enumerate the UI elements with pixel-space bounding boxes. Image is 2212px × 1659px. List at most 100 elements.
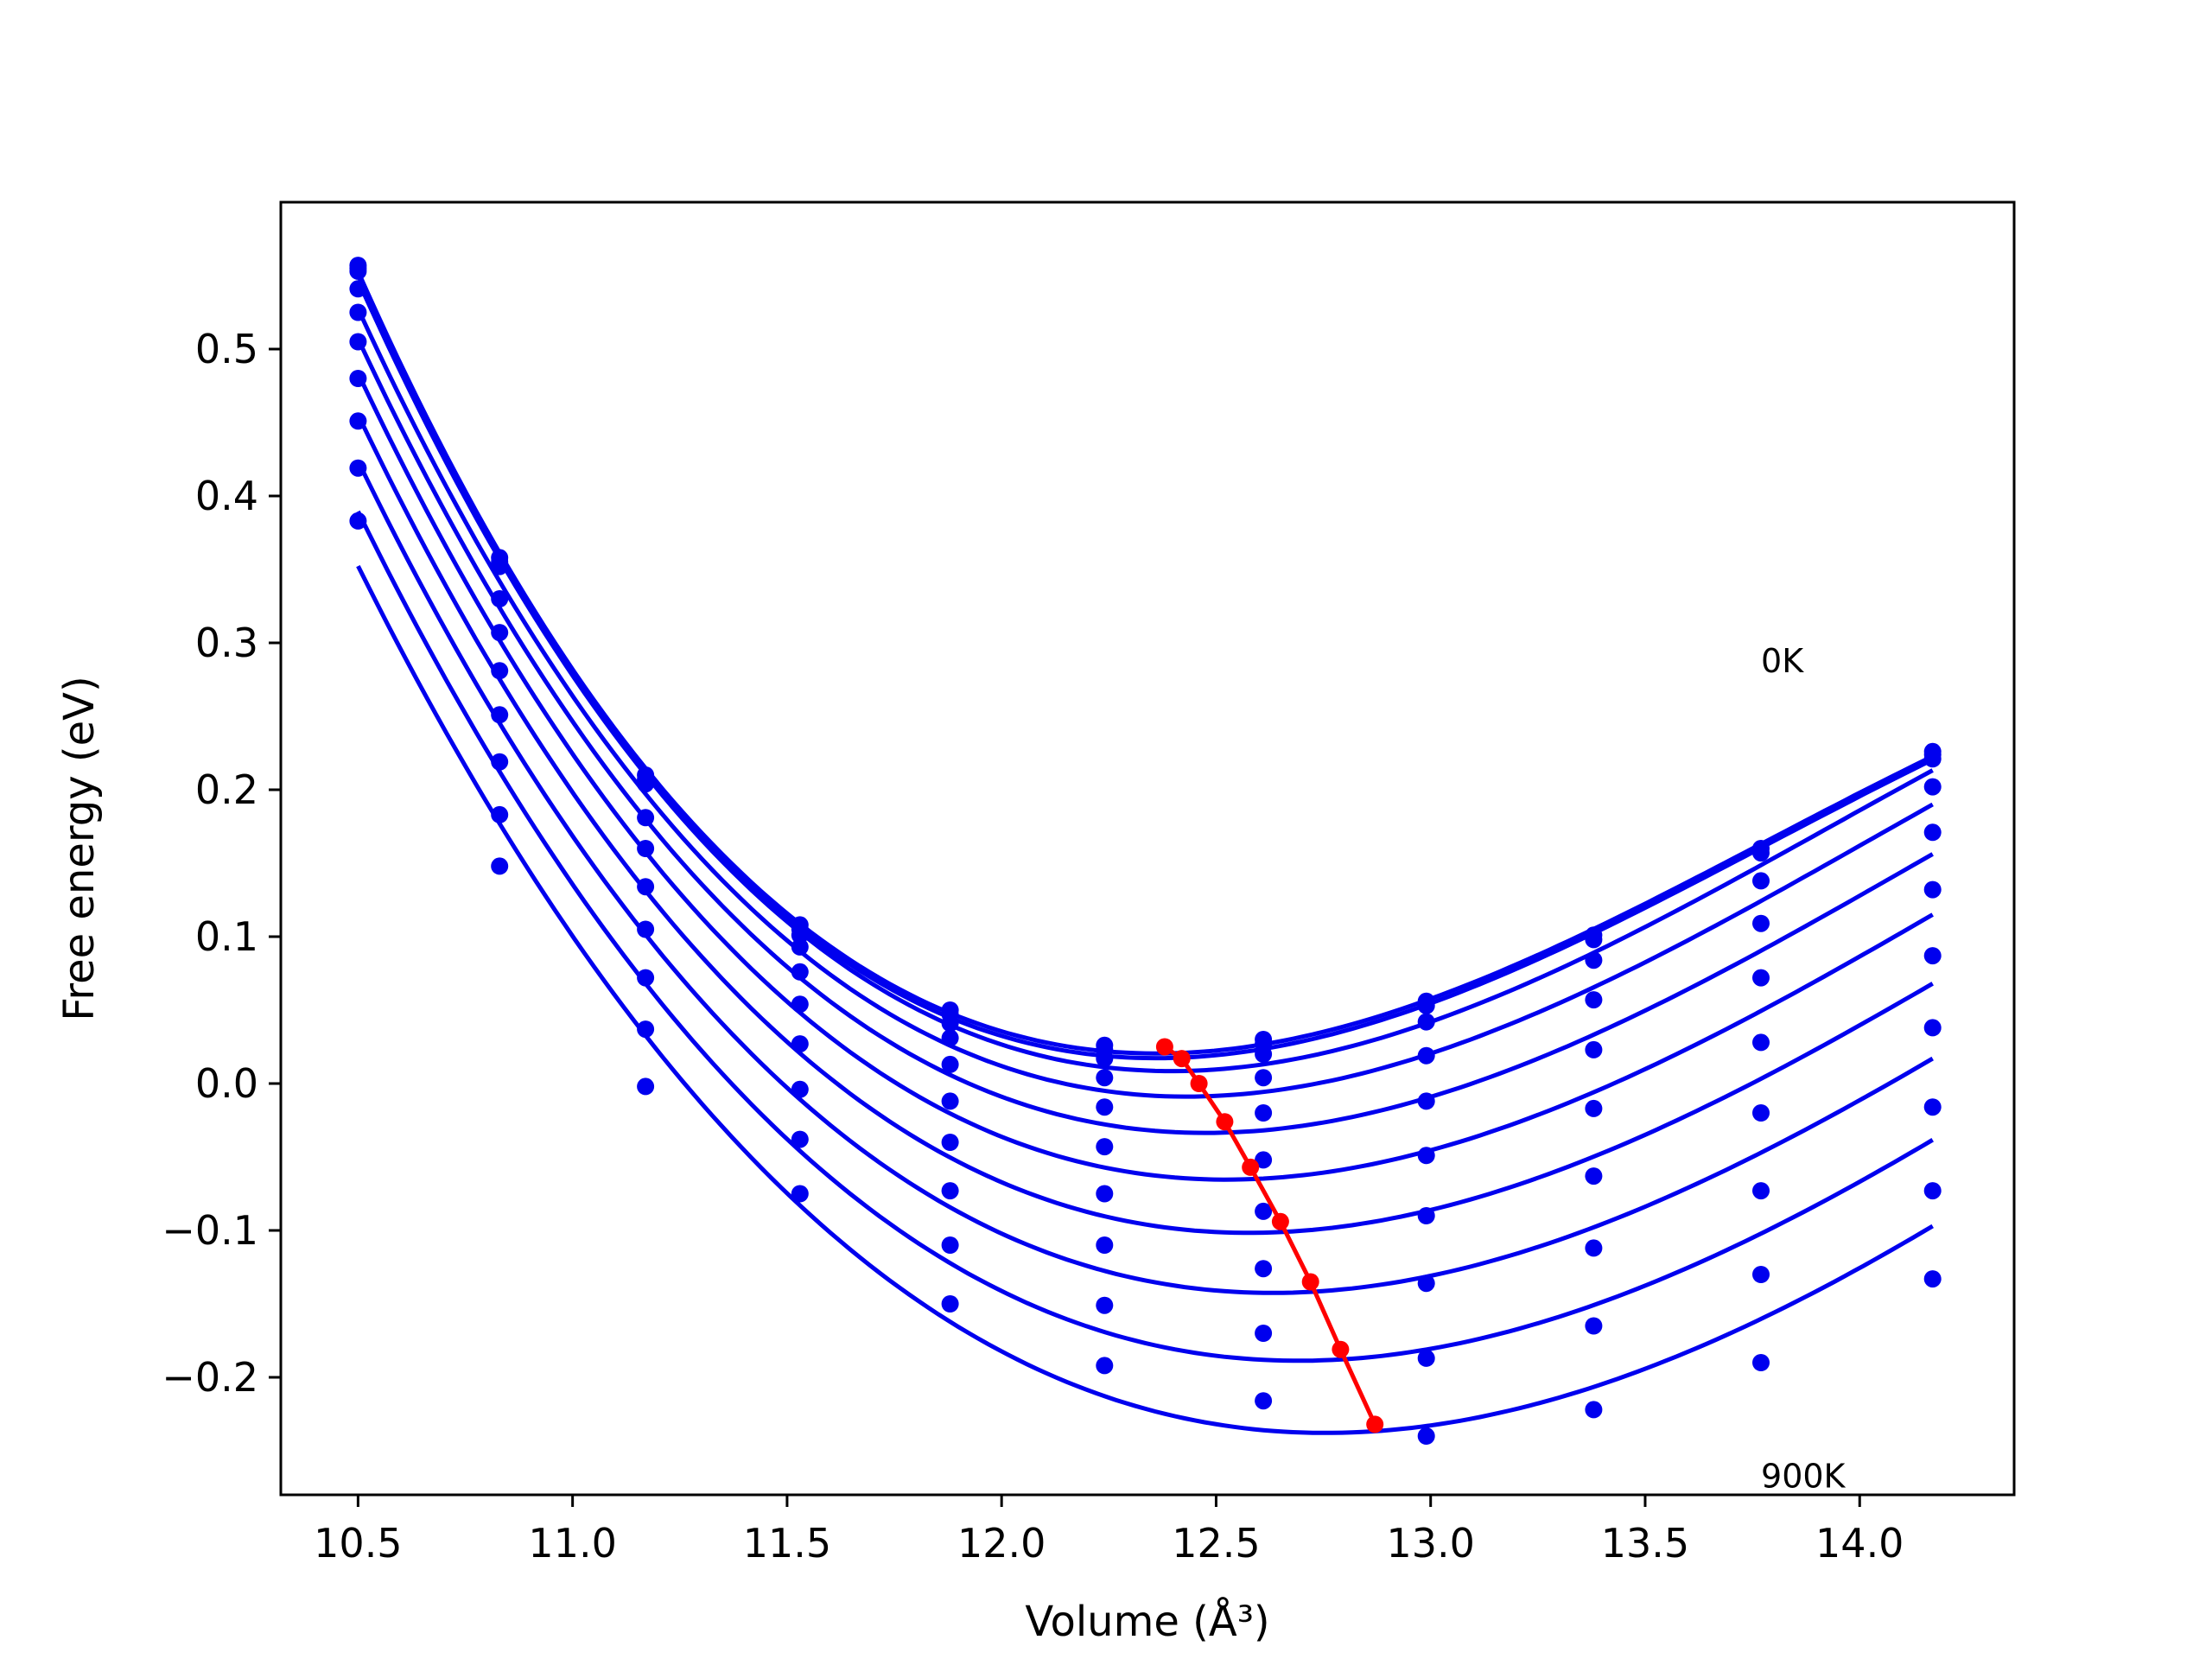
data-point bbox=[491, 753, 509, 771]
data-point bbox=[1752, 1104, 1770, 1122]
data-point bbox=[491, 590, 509, 607]
data-point bbox=[637, 775, 655, 793]
data-point bbox=[1585, 991, 1603, 1009]
data-point bbox=[1096, 1069, 1114, 1087]
data-point bbox=[349, 303, 367, 321]
x-tick-label: 11.0 bbox=[528, 1520, 616, 1567]
minimum-point bbox=[1216, 1113, 1234, 1131]
data-point bbox=[941, 1236, 959, 1254]
y-tick-label: 0.0 bbox=[195, 1060, 258, 1107]
minimum-point bbox=[1332, 1340, 1350, 1358]
data-point bbox=[791, 995, 809, 1014]
data-point bbox=[791, 1185, 809, 1203]
y-tick-label: 0.4 bbox=[195, 473, 258, 519]
y-tick-label: −0.2 bbox=[162, 1354, 258, 1401]
x-tick-label: 14.0 bbox=[1815, 1520, 1904, 1567]
data-point bbox=[1096, 1236, 1114, 1254]
fit-curve-6 bbox=[356, 413, 1934, 1236]
data-point bbox=[637, 1077, 655, 1096]
fit-curve-3 bbox=[356, 308, 1934, 1099]
data-point bbox=[791, 963, 809, 981]
fit-curve-8 bbox=[356, 510, 1934, 1363]
minimum-point bbox=[1301, 1273, 1319, 1291]
data-points bbox=[349, 257, 1942, 1445]
data-point bbox=[637, 809, 655, 827]
data-point bbox=[349, 333, 367, 351]
x-tick-label: 12.5 bbox=[1172, 1520, 1260, 1567]
data-point bbox=[791, 938, 809, 956]
data-point bbox=[491, 706, 509, 724]
fit-curve-9 bbox=[356, 564, 1934, 1435]
data-point bbox=[791, 1035, 809, 1053]
data-point bbox=[1417, 1092, 1435, 1110]
plot-frame bbox=[279, 200, 2016, 1497]
fit-curve-7 bbox=[356, 460, 1934, 1295]
data-point bbox=[637, 969, 655, 987]
data-point bbox=[1923, 1270, 1942, 1288]
y-tick-label: 0.5 bbox=[195, 326, 258, 372]
data-point bbox=[1752, 969, 1770, 987]
data-point bbox=[1585, 1099, 1603, 1117]
fit-curve-0 bbox=[356, 270, 1934, 1056]
data-point bbox=[1752, 1033, 1770, 1052]
data-point bbox=[349, 262, 367, 280]
data-point bbox=[941, 1134, 959, 1151]
data-point bbox=[1923, 823, 1942, 842]
data-point bbox=[1752, 1354, 1770, 1371]
data-point bbox=[1923, 778, 1942, 796]
data-point bbox=[1752, 872, 1770, 890]
fit-curve-4 bbox=[356, 338, 1934, 1135]
data-point bbox=[1255, 1260, 1273, 1278]
annotation-0k: 0K bbox=[1761, 642, 1804, 680]
data-point bbox=[1417, 1046, 1435, 1065]
x-axis-label: Volume (Å³) bbox=[1025, 1597, 1269, 1646]
data-point bbox=[491, 624, 509, 642]
data-point bbox=[1752, 844, 1770, 862]
data-point bbox=[1752, 1266, 1770, 1283]
data-point bbox=[1096, 1296, 1114, 1314]
minimum-point bbox=[1173, 1050, 1191, 1068]
annotation-900k: 900K bbox=[1761, 1458, 1847, 1496]
data-point bbox=[1585, 1167, 1603, 1185]
data-point bbox=[1923, 1098, 1942, 1116]
data-point bbox=[491, 857, 509, 875]
data-point bbox=[941, 1092, 959, 1110]
data-point bbox=[349, 280, 367, 298]
data-point bbox=[1417, 1147, 1435, 1165]
data-point bbox=[491, 805, 509, 823]
data-point bbox=[1096, 1357, 1114, 1375]
minimum-point bbox=[1366, 1415, 1384, 1433]
data-point bbox=[1417, 1207, 1435, 1224]
x-tick-label: 13.5 bbox=[1601, 1520, 1689, 1567]
data-point bbox=[1417, 1013, 1435, 1031]
data-point bbox=[791, 1130, 809, 1148]
x-axis-ticks: 10.5 11.0 11.5 12.0 12.5 13.0 13.5 14.0 bbox=[314, 1495, 1904, 1567]
minimum-point bbox=[1242, 1158, 1260, 1176]
data-point bbox=[1255, 1069, 1273, 1087]
data-point bbox=[941, 1295, 959, 1313]
data-point bbox=[1096, 1098, 1114, 1116]
minimum-point bbox=[1190, 1075, 1208, 1092]
minimum-point bbox=[1155, 1038, 1173, 1056]
data-point bbox=[1255, 1046, 1273, 1063]
data-point bbox=[1585, 931, 1603, 949]
y-tick-label: 0.3 bbox=[195, 620, 258, 666]
data-point bbox=[1923, 750, 1942, 768]
data-point bbox=[941, 1182, 959, 1200]
data-point bbox=[1752, 1182, 1770, 1200]
data-point bbox=[637, 840, 655, 857]
fit-curve-2 bbox=[356, 279, 1934, 1074]
data-point bbox=[1255, 1202, 1273, 1220]
data-point bbox=[1255, 1104, 1273, 1122]
data-point bbox=[1585, 1317, 1603, 1335]
data-point bbox=[1585, 1040, 1603, 1058]
data-point bbox=[1752, 914, 1770, 932]
x-tick-label: 12.0 bbox=[957, 1520, 1046, 1567]
data-point bbox=[1096, 1185, 1114, 1203]
data-point bbox=[1585, 1401, 1603, 1419]
data-point bbox=[349, 412, 367, 430]
data-point bbox=[1585, 1239, 1603, 1257]
data-point bbox=[637, 1020, 655, 1039]
data-point bbox=[349, 370, 367, 387]
y-axis-label: Free energy (eV) bbox=[55, 676, 104, 1020]
